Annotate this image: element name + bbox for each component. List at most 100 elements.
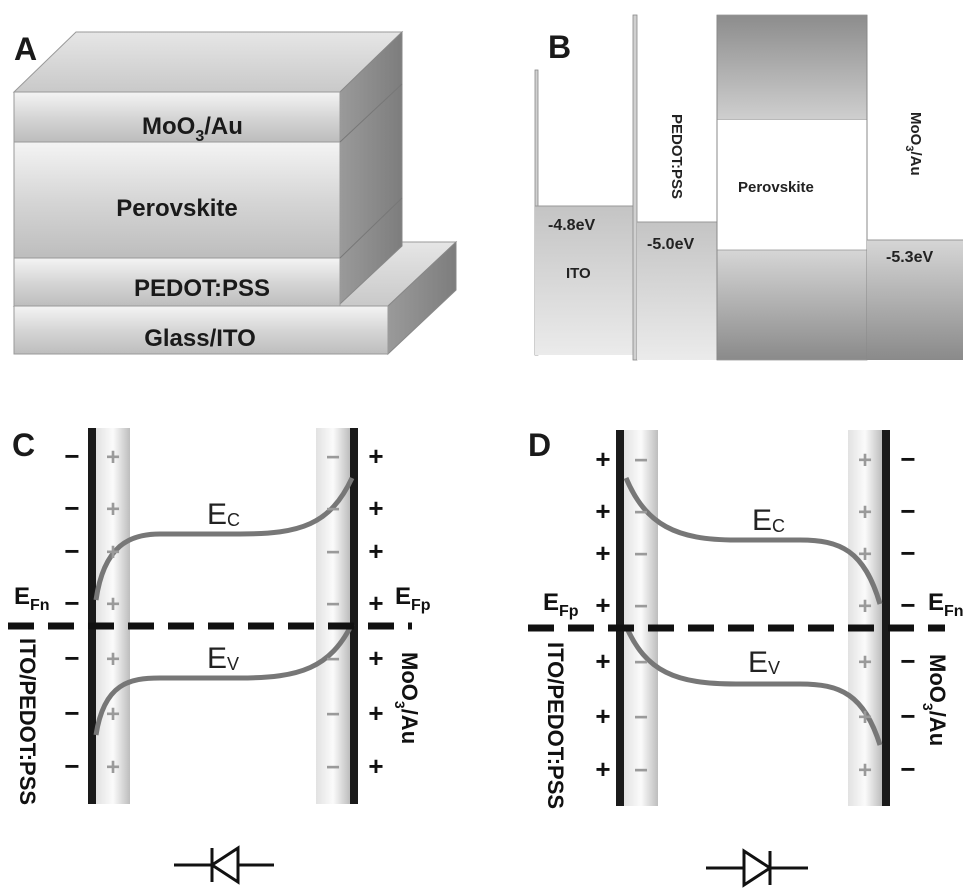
panel-d: D EC EV EFp EFn ITO/PEDOT:PSS MoO3/Au + +… [528, 427, 963, 888]
inner-left-sign: − [634, 649, 648, 676]
layer-label-pedot: PEDOT:PSS [134, 275, 270, 302]
inner-right-sign: + [858, 649, 872, 676]
right-depletion-bar [848, 430, 882, 806]
moo3-layer [13, 91, 341, 143]
outer-left-sign: + [595, 754, 610, 784]
inner-left-sign: + [106, 539, 120, 566]
perovskite-gap [717, 120, 867, 250]
outer-left-sign: + [595, 646, 610, 676]
inner-right-sign: + [858, 541, 872, 568]
outer-left-sign: + [595, 444, 610, 474]
right-electrode [882, 430, 890, 806]
inner-right-sign: − [326, 591, 340, 618]
perovskite-cb [716, 14, 868, 121]
inner-left-sign: + [106, 701, 120, 728]
inner-right-sign: + [858, 593, 872, 620]
fermi-left-label: EFp [543, 589, 579, 620]
inner-right-sign: − [326, 646, 340, 673]
outer-left-sign: − [64, 588, 79, 618]
fermi-left-label: EFn [14, 583, 50, 614]
panel-letter-c: C [12, 427, 35, 463]
outer-right-sign: + [368, 588, 383, 618]
outer-right-sign: + [368, 643, 383, 673]
perovskite-layer [13, 141, 341, 259]
outer-right-sign: − [900, 754, 915, 784]
left-electrode [616, 430, 624, 806]
outer-right-sign: + [368, 698, 383, 728]
outer-right-sign: + [368, 536, 383, 566]
outer-left-sign: + [595, 538, 610, 568]
moo3-label: MoO3/Au [903, 112, 924, 176]
inner-right-sign: + [858, 447, 872, 474]
inner-right-sign: − [326, 701, 340, 728]
pedot-label: PEDOT:PSS [668, 114, 685, 199]
inner-right-sign: + [858, 757, 872, 784]
perovskite-vb [716, 249, 868, 361]
panel-a: A MoO3/Au Perovskite PEDOT:PSS Glass/ITO [12, 30, 458, 356]
ito-band [535, 206, 633, 355]
inner-left-sign: + [106, 754, 120, 781]
fermi-right-label: EFp [395, 583, 431, 614]
layer-label-moo3: MoO3/Au [142, 113, 243, 145]
stack-top [12, 31, 404, 93]
outer-left-sign: + [595, 590, 610, 620]
outer-left-sign: + [595, 496, 610, 526]
diode-c [174, 845, 274, 885]
ito-level: -4.8eV [548, 217, 595, 234]
inner-left-sign: − [634, 541, 648, 568]
panel-d-charge-signs: +++++++−−−−−−−+++++++−−−−−−− [595, 444, 915, 784]
ito-label: ITO [566, 265, 591, 282]
outer-left-sign: − [64, 493, 79, 523]
inner-right-sign: − [326, 754, 340, 781]
inner-left-sign: − [634, 447, 648, 474]
inner-left-sign: − [634, 704, 648, 731]
ev-band [623, 625, 883, 746]
inner-right-sign: − [326, 496, 340, 523]
pedot-layer [13, 257, 341, 307]
ec-band [623, 477, 883, 605]
diode-d [706, 848, 808, 888]
outer-right-sign: − [900, 496, 915, 526]
right-side-label: MoO3/Au [920, 654, 950, 746]
panel-b: B -4.8eV ITO PEDOT:PSS -5.0eV Perovskite… [534, 14, 963, 361]
outer-left-sign: − [64, 441, 79, 471]
inner-left-sign: + [106, 444, 120, 471]
ev-label: EV [207, 642, 239, 675]
pedot-level: -5.0eV [647, 236, 694, 253]
outer-left-sign: − [64, 536, 79, 566]
layer-label-glass: Glass/ITO [144, 325, 256, 352]
ev-band [93, 622, 355, 736]
outer-right-sign: − [900, 590, 915, 620]
outer-right-sign: − [900, 701, 915, 731]
inner-right-sign: − [326, 444, 340, 471]
inner-right-sign: + [858, 704, 872, 731]
inner-left-sign: − [634, 757, 648, 784]
outer-right-sign: − [900, 538, 915, 568]
inner-left-sign: + [106, 496, 120, 523]
layer-label-perovskite: Perovskite [116, 195, 237, 222]
outer-left-sign: + [595, 701, 610, 731]
outer-left-sign: − [64, 643, 79, 673]
ev-label: EV [748, 646, 780, 679]
perovskite-label: Perovskite [738, 179, 814, 196]
left-side-label: ITO/PEDOT:PSS [15, 638, 40, 805]
pedot-band [637, 222, 717, 360]
outer-right-sign: + [368, 493, 383, 523]
outer-right-sign: − [900, 646, 915, 676]
right-side-label: MoO3/Au [392, 652, 422, 744]
inner-left-sign: + [106, 591, 120, 618]
outer-right-sign: + [368, 441, 383, 471]
inner-left-sign: − [634, 499, 648, 526]
glass-slab-front [13, 305, 389, 355]
ec-label: EC [207, 498, 240, 531]
inner-right-sign: − [326, 539, 340, 566]
left-depletion-bar [624, 430, 658, 806]
panel-letter-d: D [528, 427, 551, 463]
ec-label: EC [752, 504, 785, 537]
inner-left-sign: + [106, 646, 120, 673]
outer-right-sign: − [900, 444, 915, 474]
outer-right-sign: + [368, 751, 383, 781]
panel-c: C EC EV EFn EFp ITO/PEDOT:PSS MoO3/Au − −… [8, 427, 431, 885]
outer-left-sign: − [64, 751, 79, 781]
